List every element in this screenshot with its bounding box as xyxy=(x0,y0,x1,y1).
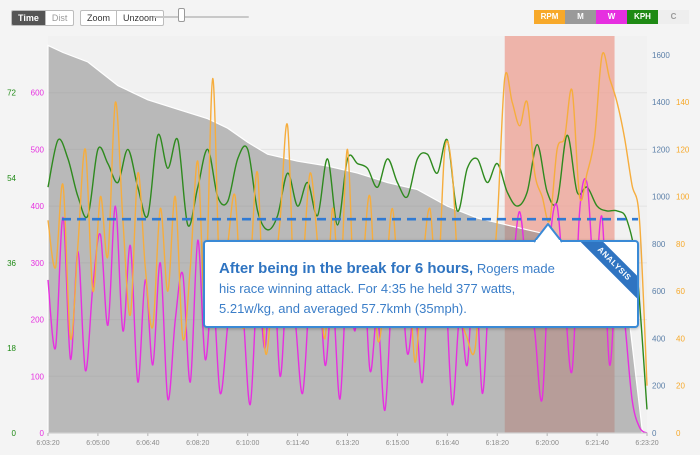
zoom-controls: Zoom Unzoom xyxy=(80,10,164,26)
elevation-tick-label: 800 xyxy=(652,240,666,249)
watts-tick-label: 100 xyxy=(31,372,45,381)
rpm-tick-label: 60 xyxy=(676,287,685,296)
dist-button[interactable]: Dist xyxy=(44,11,73,25)
elevation-tick-label: 400 xyxy=(652,334,666,343)
kph-tick-label: 18 xyxy=(7,344,16,353)
x-tick-label: 6:13:20 xyxy=(336,440,359,447)
x-tick-label: 6:10:00 xyxy=(236,440,259,447)
series-legend: RPM M W KPH C xyxy=(534,10,689,24)
elevation-tick-label: 1400 xyxy=(652,98,670,107)
elevation-tick-label: 0 xyxy=(652,429,657,438)
x-tick-label: 6:06:40 xyxy=(136,440,159,447)
rpm-tick-label: 40 xyxy=(676,334,685,343)
analysis-callout: After being in the break for 6 hours, Ro… xyxy=(203,240,639,328)
kph-tick-label: 72 xyxy=(7,89,16,98)
toolbar: Time Dist Zoom Unzoom RPM M W KPH C xyxy=(0,0,700,32)
time-button[interactable]: Time xyxy=(12,11,45,25)
legend-kph[interactable]: KPH xyxy=(627,10,658,24)
legend-rpm[interactable]: RPM xyxy=(534,10,565,24)
watts-tick-label: 300 xyxy=(31,259,45,268)
legend-m[interactable]: M xyxy=(565,10,596,24)
watts-tick-label: 600 xyxy=(31,89,45,98)
elevation-tick-label: 1200 xyxy=(652,145,670,154)
kph-tick-label: 54 xyxy=(7,174,16,183)
rpm-tick-label: 140 xyxy=(676,98,690,107)
series-line-watts xyxy=(47,178,648,434)
elevation-tick-label: 1600 xyxy=(652,51,670,60)
x-tick-label: 6:11:40 xyxy=(286,440,309,447)
x-tick-label: 6:08:20 xyxy=(186,440,209,447)
x-mode-toggle: Time Dist xyxy=(11,10,75,26)
callout-body: Rogers made his race winning attack. For… xyxy=(219,261,555,316)
x-tick-label: 6:05:00 xyxy=(86,440,109,447)
zoom-button[interactable]: Zoom xyxy=(87,13,111,23)
zoom-slider-handle[interactable] xyxy=(178,8,185,22)
kph-tick-label: 36 xyxy=(7,259,16,268)
x-tick-label: 6:20:00 xyxy=(535,440,558,447)
watts-tick-label: 200 xyxy=(31,316,45,325)
zoom-slider-track[interactable] xyxy=(154,16,249,18)
elevation-tick-label: 200 xyxy=(652,382,666,391)
unzoom-button[interactable]: Unzoom xyxy=(116,11,163,25)
legend-c[interactable]: C xyxy=(658,10,689,24)
x-tick-label: 6:03:20 xyxy=(36,440,59,447)
rpm-tick-label: 80 xyxy=(676,240,685,249)
elevation-tick-label: 600 xyxy=(652,287,666,296)
x-tick-label: 6:15:00 xyxy=(386,440,409,447)
rpm-tick-label: 100 xyxy=(676,193,690,202)
x-tick-label: 6:18:20 xyxy=(486,440,509,447)
callout-text: After being in the break for 6 hours, Ro… xyxy=(219,259,559,319)
watts-tick-label: 0 xyxy=(40,429,45,438)
callout-headline: After being in the break for 6 hours, xyxy=(219,260,474,277)
rpm-tick-label: 0 xyxy=(676,429,681,438)
kph-tick-label: 0 xyxy=(12,429,17,438)
analysis-banner: ANALYSIS xyxy=(576,242,637,302)
x-tick-label: 6:23:20 xyxy=(635,440,658,447)
x-tick-label: 6:21:40 xyxy=(585,440,608,447)
series-line-kph xyxy=(47,133,648,410)
rpm-tick-label: 20 xyxy=(676,382,685,391)
x-tick-label: 6:16:40 xyxy=(436,440,459,447)
legend-w[interactable]: W xyxy=(596,10,627,24)
watts-tick-label: 400 xyxy=(31,202,45,211)
elevation-tick-label: 1000 xyxy=(652,193,670,202)
watts-tick-label: 500 xyxy=(31,145,45,154)
rpm-tick-label: 120 xyxy=(676,145,690,154)
